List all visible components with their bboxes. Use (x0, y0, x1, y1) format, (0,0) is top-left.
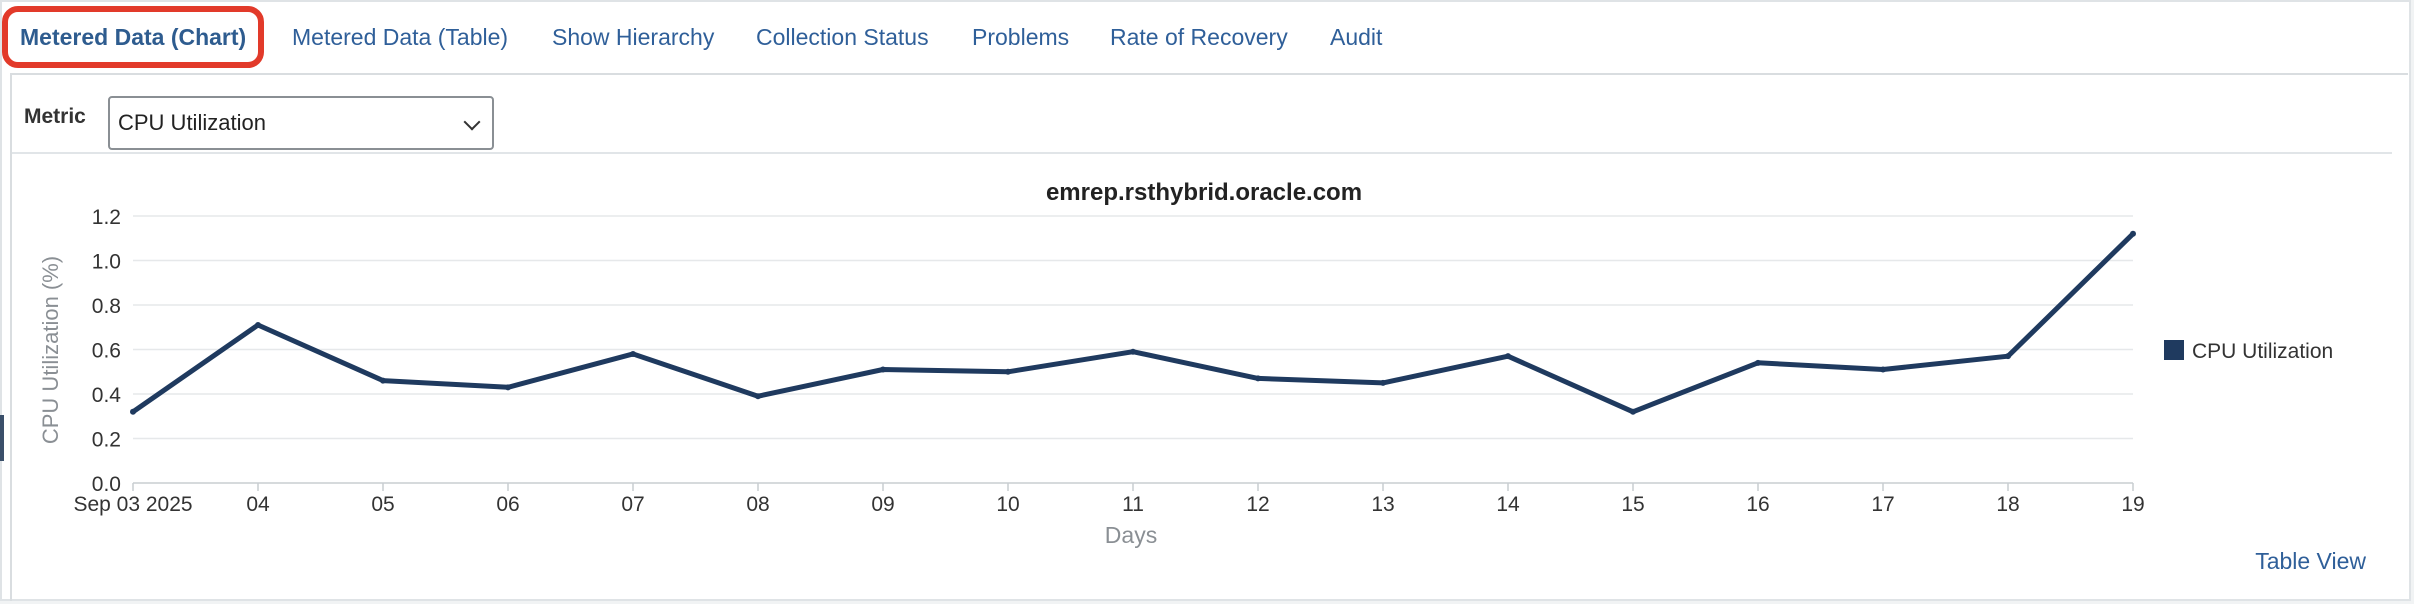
data-point (880, 366, 886, 373)
x-tick-label: Sep 03 2025 (73, 493, 192, 516)
tab-metered-data-chart[interactable]: Metered Data (Chart) (2, 6, 265, 68)
data-point (1255, 375, 1261, 382)
data-point (1755, 359, 1761, 366)
data-point (1505, 353, 1511, 360)
y-tick-label: 0.0 (92, 473, 121, 496)
tab-collection-status[interactable]: Collection Status (756, 24, 929, 50)
tab-metered-data-table[interactable]: Metered Data (Table) (292, 24, 509, 50)
data-point (1005, 368, 1011, 375)
tab-bar: Metered Data (Chart) Metered Data (Table… (0, 0, 2410, 74)
data-point (1380, 379, 1386, 386)
y-tick-label: 0.2 (92, 429, 121, 452)
x-tick-label: 11 (1122, 493, 1144, 516)
x-tick-label: 09 (871, 493, 894, 516)
data-point (1630, 408, 1636, 415)
x-tick-label: 10 (996, 493, 1019, 516)
metric-select-value: CPU Utilization (118, 110, 266, 135)
y-axis-label: CPU Utilization (%) (38, 256, 63, 444)
data-point (755, 393, 761, 400)
y-tick-label: 0.6 (92, 340, 121, 363)
data-point (2005, 353, 2011, 360)
tab-rate-of-recovery[interactable]: Rate of Recovery (1110, 24, 1288, 50)
tab-show-hierarchy[interactable]: Show Hierarchy (552, 24, 715, 50)
data-point (2130, 230, 2136, 237)
table-view-link[interactable]: Table View (2255, 548, 2366, 574)
data-point (130, 408, 136, 415)
chart-title: emrep.rsthybrid.oracle.com (1046, 179, 1362, 206)
legend-swatch-cpu-utilization (2164, 340, 2184, 360)
data-point (1130, 348, 1136, 355)
x-tick-label: 12 (1246, 493, 1269, 516)
x-tick-label: 17 (1871, 493, 1894, 516)
x-tick-label: 06 (496, 493, 519, 516)
metric-label: Metric (24, 105, 86, 128)
y-tick-label: 1.0 (92, 251, 121, 274)
chevron-down-icon (463, 113, 481, 131)
metric-selector-row: Metric CPU Utilization (12, 92, 2392, 154)
x-tick-label: 13 (1371, 493, 1394, 516)
x-tick-label: 16 (1746, 493, 1769, 516)
x-axis-label: Days (1105, 522, 1157, 548)
x-tick-label: 14 (1496, 493, 1520, 516)
data-point (1880, 366, 1886, 373)
data-point (380, 377, 386, 384)
data-point (505, 384, 511, 391)
x-tick-label: 05 (371, 493, 394, 516)
x-tick-label: 19 (2121, 493, 2144, 516)
cpu-utilization-line-chart: emrep.rsthybrid.oracle.com 0.0 0.2 0.4 0.6 0… (38, 179, 2333, 548)
x-tick-label: 07 (621, 493, 644, 516)
data-point (630, 350, 636, 357)
y-tick-label: 0.4 (92, 384, 122, 407)
data-point (255, 322, 261, 329)
metric-select[interactable]: CPU Utilization (108, 96, 494, 150)
tab-problems[interactable]: Problems (972, 24, 1070, 50)
side-marker (0, 415, 4, 461)
x-tick-label: 04 (246, 493, 270, 516)
y-tick-label: 1.2 (92, 206, 121, 229)
x-tick-label: 15 (1621, 493, 1644, 516)
legend-label-cpu-utilization: CPU Utilization (2192, 340, 2333, 363)
tab-audit[interactable]: Audit (1330, 24, 1383, 50)
tab-content-border (10, 73, 2408, 601)
y-tick-label: 0.8 (92, 295, 121, 318)
x-tick-label: 18 (1996, 493, 2019, 516)
x-tick-label: 08 (746, 493, 769, 516)
chart-legend: CPU Utilization (2164, 340, 2333, 363)
